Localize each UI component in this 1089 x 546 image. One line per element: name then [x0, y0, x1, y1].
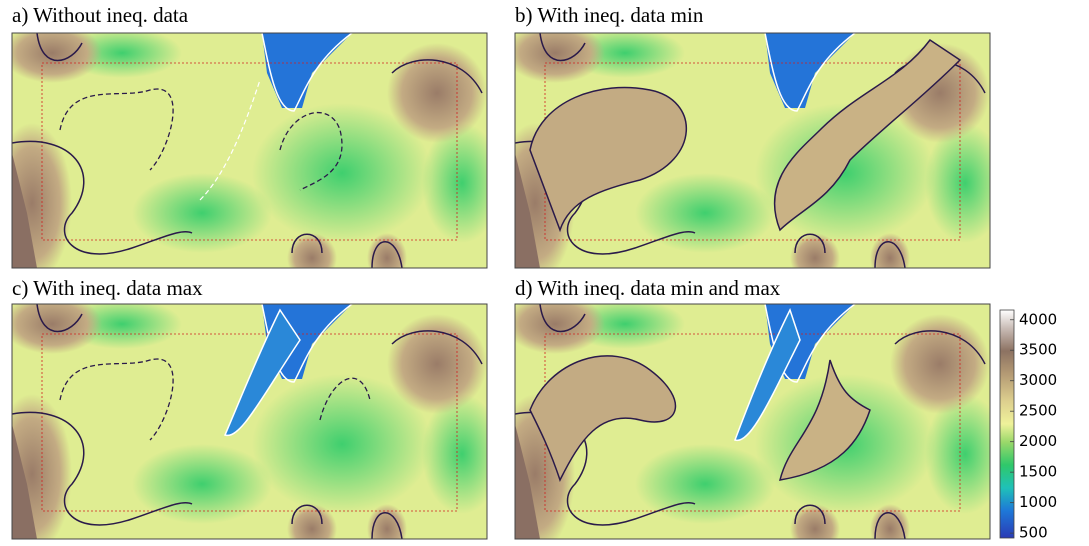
tick-label: 500	[1019, 524, 1048, 541]
panel-title: c) With ineq. data max	[12, 276, 203, 300]
tick-label: 2000	[1019, 432, 1057, 450]
tick-label: 1000	[1019, 493, 1057, 511]
panel-a	[11, 32, 488, 269]
tick-label: 4000	[1019, 310, 1057, 328]
panel-title: d) With ineq. data min and max	[515, 276, 781, 300]
tick-label: 3000	[1019, 371, 1057, 389]
panel-title: b) With ineq. data min	[515, 3, 704, 27]
panel-d	[514, 303, 991, 540]
colorbar	[999, 309, 1015, 539]
tick-label: 3500	[1019, 341, 1057, 359]
tick-label: 2500	[1019, 402, 1057, 420]
colorbar-ticks: 500 1000 1500 2000 2500 3000 3500 4000	[1010, 310, 1057, 542]
panel-c	[11, 303, 488, 540]
panel-title: a) Without ineq. data	[12, 3, 189, 27]
panel-b	[514, 32, 991, 269]
tick-label: 1500	[1019, 463, 1057, 481]
